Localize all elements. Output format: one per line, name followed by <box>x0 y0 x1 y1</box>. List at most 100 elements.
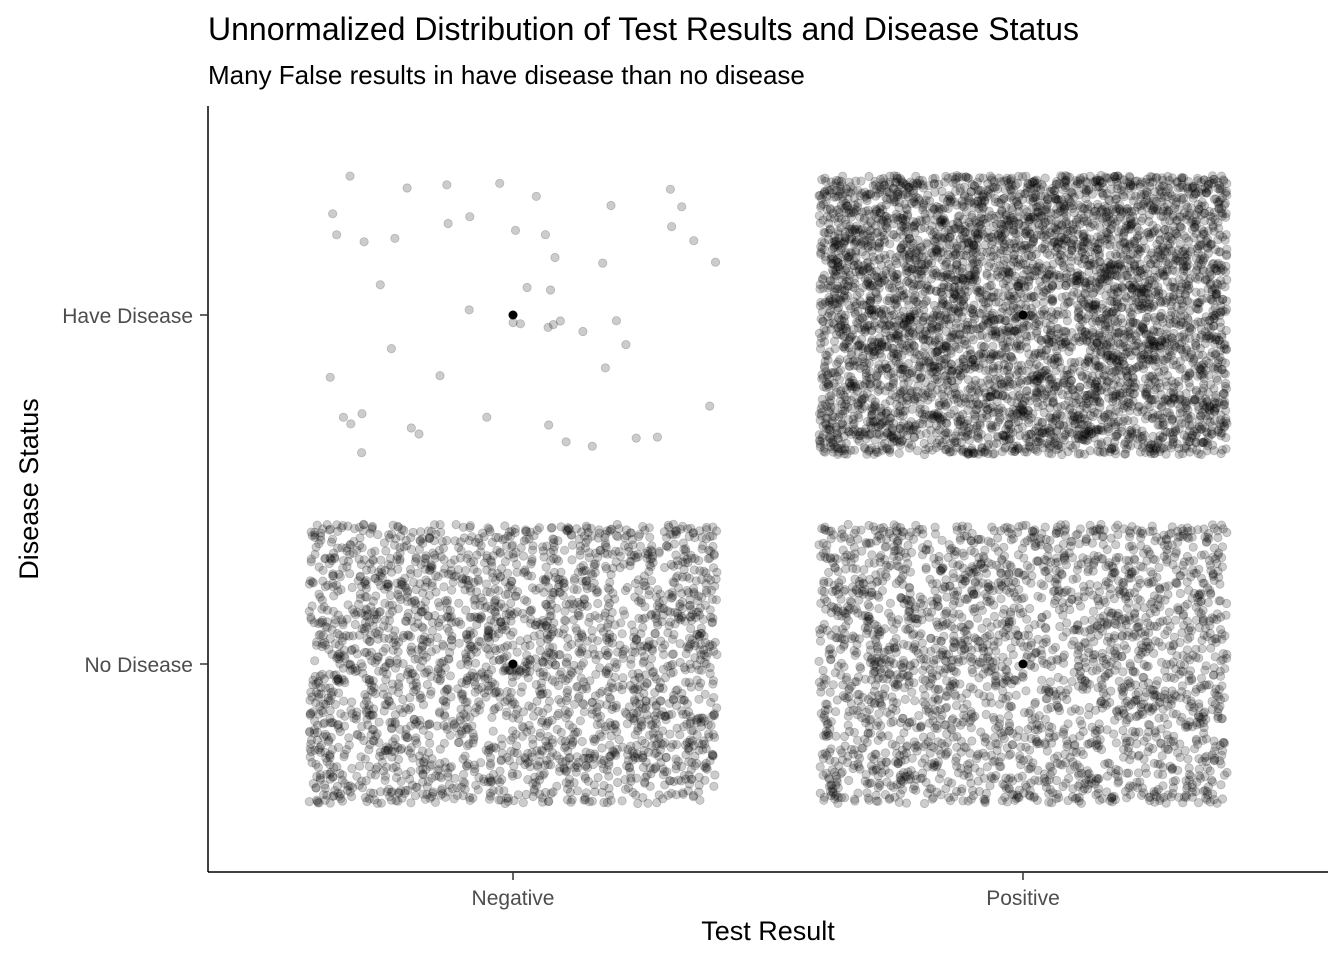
point-positive-have-disease <box>1084 353 1094 364</box>
point-positive-have-disease <box>1052 242 1062 253</box>
point-positive-have-disease <box>963 287 973 297</box>
point-positive-have-disease <box>1197 294 1207 305</box>
point-positive-have-disease <box>901 289 911 299</box>
point-positive-have-disease <box>1036 336 1046 346</box>
point-positive-have-disease <box>1045 379 1055 389</box>
point-positive-have-disease <box>995 209 1005 219</box>
point-positive-have-disease <box>981 290 991 300</box>
point-positive-have-disease <box>1063 446 1073 457</box>
point-positive-have-disease <box>821 419 831 429</box>
point-positive-have-disease <box>1133 200 1143 210</box>
point-positive-have-disease <box>1171 253 1181 263</box>
point-positive-have-disease <box>1135 182 1146 192</box>
point-positive-have-disease <box>830 269 840 280</box>
point-positive-have-disease <box>988 363 999 373</box>
point-positive-have-disease <box>859 429 869 439</box>
point-positive-have-disease <box>959 419 969 429</box>
point-positive-have-disease <box>884 319 895 330</box>
point-positive-have-disease <box>1077 370 1087 381</box>
point-positive-have-disease <box>1010 313 1021 324</box>
point-positive-have-disease <box>903 426 914 436</box>
point-positive-have-disease <box>1021 337 1031 347</box>
point-positive-have-disease <box>1038 182 1048 192</box>
point-positive-have-disease <box>990 374 1001 385</box>
point-positive-have-disease <box>854 404 865 414</box>
point-positive-have-disease <box>859 236 870 246</box>
point-positive-have-disease <box>1000 443 1010 453</box>
point-positive-have-disease <box>1038 400 1048 411</box>
point-positive-have-disease <box>849 445 860 455</box>
point-positive-have-disease <box>1011 341 1021 351</box>
point-positive-have-disease <box>961 428 971 438</box>
point-positive-have-disease <box>866 429 876 439</box>
point-positive-have-disease <box>999 193 1009 203</box>
point-positive-have-disease <box>881 408 892 418</box>
point-positive-have-disease <box>1213 362 1223 372</box>
point-positive-have-disease <box>1195 363 1205 374</box>
point-positive-have-disease <box>907 386 917 396</box>
point-positive-have-disease <box>1045 435 1055 446</box>
point-positive-have-disease <box>1181 279 1191 289</box>
point-positive-have-disease <box>1191 387 1202 397</box>
point-positive-have-disease <box>915 357 926 367</box>
point-positive-have-disease <box>860 323 870 333</box>
point-positive-have-disease <box>935 215 946 225</box>
point-positive-have-disease <box>1132 233 1142 243</box>
point-positive-have-disease <box>1177 363 1187 373</box>
point-positive-have-disease <box>945 232 955 242</box>
point-positive-have-disease <box>901 399 912 409</box>
point-positive-have-disease <box>1043 355 1053 365</box>
point-positive-have-disease <box>1041 288 1051 298</box>
point-positive-have-disease <box>875 380 886 391</box>
point-positive-have-disease <box>852 290 862 301</box>
point-positive-have-disease <box>873 422 883 432</box>
point-positive-have-disease <box>889 317 899 327</box>
point-positive-have-disease <box>859 216 869 226</box>
point-negative-have-disease <box>375 280 385 290</box>
point-positive-have-disease <box>897 176 907 186</box>
point-positive-have-disease <box>1013 212 1024 222</box>
point-positive-have-disease <box>889 213 899 223</box>
point-positive-have-disease <box>1052 440 1063 450</box>
point-positive-have-disease <box>833 312 844 323</box>
point-positive-have-disease <box>846 248 857 258</box>
point-positive-have-disease <box>1016 278 1026 289</box>
point-positive-have-disease <box>1181 403 1191 413</box>
point-negative-have-disease <box>710 257 721 267</box>
point-positive-have-disease <box>941 171 951 181</box>
point-positive-have-disease <box>1083 218 1093 228</box>
point-positive-have-disease <box>1001 345 1011 355</box>
point-negative-have-disease <box>600 363 611 373</box>
point-positive-have-disease <box>919 305 929 315</box>
point-positive-have-disease <box>1067 245 1077 255</box>
point-positive-have-disease <box>1175 310 1186 321</box>
point-positive-have-disease <box>982 270 992 280</box>
point-positive-have-disease <box>1024 415 1034 425</box>
point-positive-have-disease <box>938 193 948 203</box>
point-positive-have-disease <box>951 223 961 233</box>
point-positive-have-disease <box>968 318 978 329</box>
point-positive-have-disease <box>1123 242 1134 252</box>
point-positive-have-disease <box>1104 195 1115 206</box>
point-positive-have-disease <box>1115 212 1125 222</box>
point-positive-have-disease <box>930 215 940 225</box>
point-positive-have-disease <box>950 250 960 260</box>
point-positive-have-disease <box>989 262 1000 273</box>
point-positive-have-disease <box>973 222 983 233</box>
point-positive-have-disease <box>1102 239 1113 249</box>
point-positive-have-disease <box>1219 400 1229 410</box>
point-positive-have-disease <box>1132 222 1142 232</box>
point-positive-have-disease <box>1072 430 1082 440</box>
point-positive-have-disease <box>1163 345 1173 355</box>
point-positive-have-disease <box>817 394 827 404</box>
point-positive-have-disease <box>989 287 999 297</box>
point-positive-have-disease <box>857 427 867 437</box>
point-positive-have-disease <box>915 179 925 189</box>
point-positive-have-disease <box>1102 263 1112 273</box>
point-positive-have-disease <box>1179 271 1189 281</box>
point-positive-have-disease <box>953 274 963 284</box>
point-positive-have-disease <box>975 420 985 430</box>
point-positive-have-disease <box>1209 384 1219 394</box>
point-positive-have-disease <box>918 316 928 326</box>
point-positive-have-disease <box>1180 290 1191 300</box>
